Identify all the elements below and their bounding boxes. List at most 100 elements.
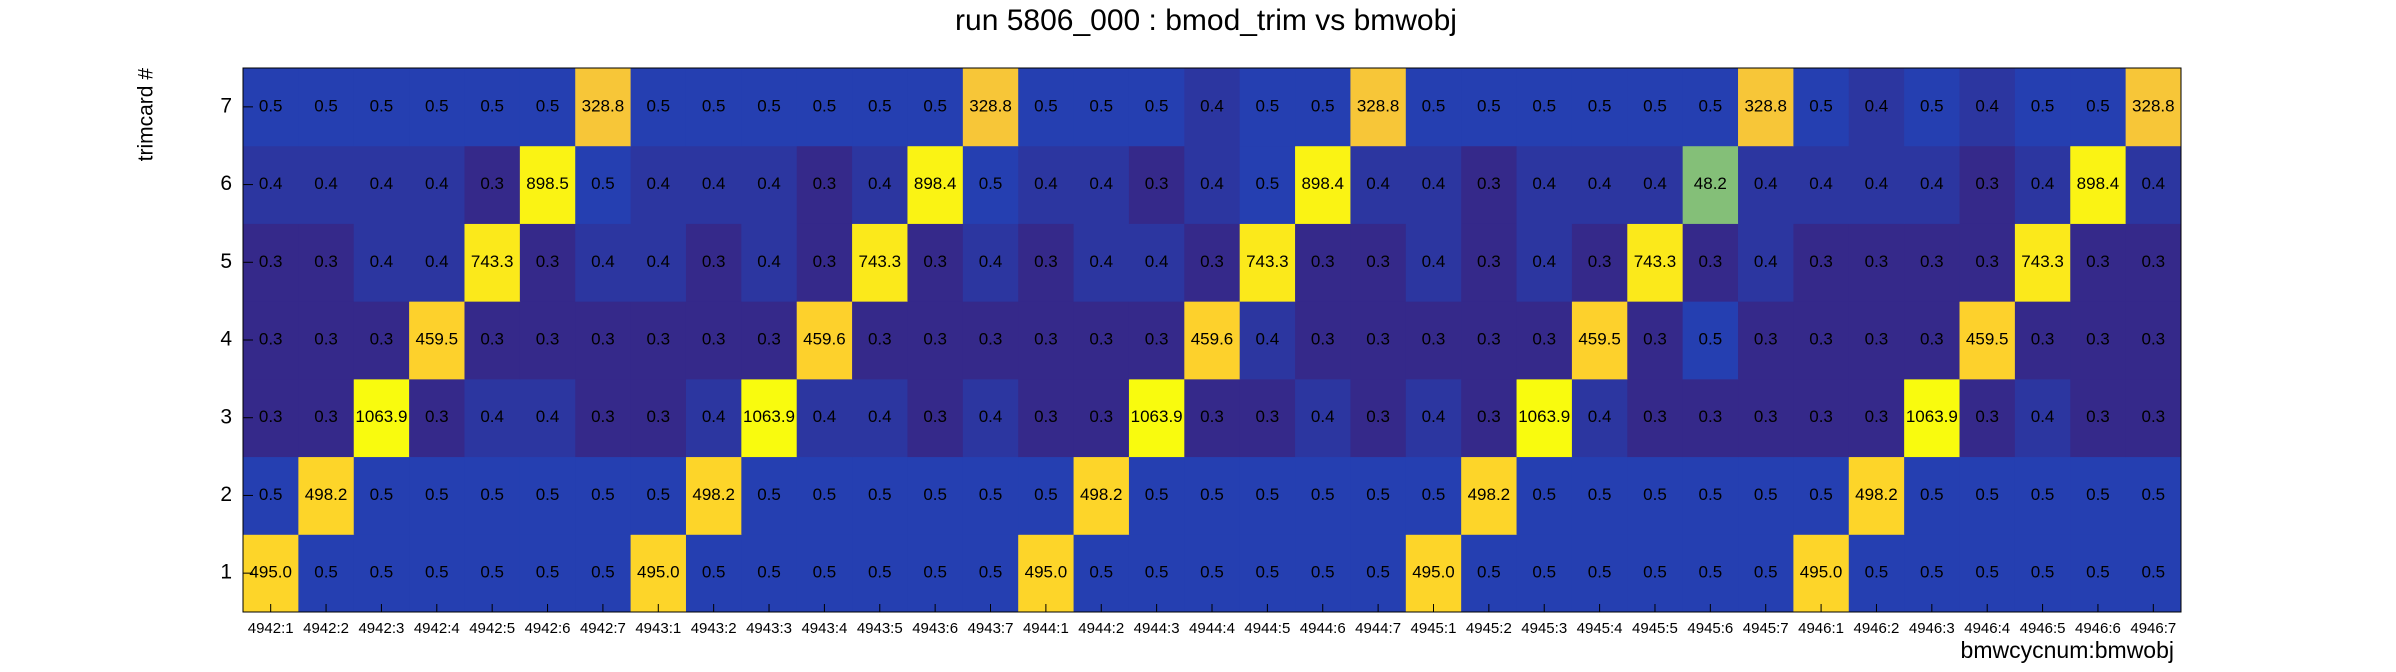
cell-label: 0.3: [480, 329, 504, 348]
cell-label: 0.5: [1532, 96, 1556, 115]
cell-label: 1063.9: [1518, 407, 1570, 426]
heatmap-cell: [796, 223, 853, 302]
cell-label: 0.5: [1699, 96, 1723, 115]
x-tick-label: 4944:6: [1300, 620, 1346, 637]
cell-label: 0.3: [1366, 407, 1390, 426]
heatmap-cell: [1904, 301, 1961, 380]
cell-label: 459.5: [1966, 329, 2009, 348]
heatmap-cell: [2014, 534, 2071, 613]
cell-label: 0.4: [868, 174, 892, 193]
cell-label: 0.4: [1089, 252, 1113, 271]
cell-label: 0.3: [923, 329, 947, 348]
cell-label: 328.8: [2132, 96, 2175, 115]
cell-label: 0.5: [314, 563, 338, 582]
heatmap-cell: [685, 301, 742, 380]
cell-label: 0.5: [1422, 96, 1446, 115]
heatmap-cell: [2014, 68, 2071, 147]
cell-label: 0.4: [1200, 96, 1224, 115]
cell-label: 0.5: [536, 485, 560, 504]
cell-label: 498.2: [305, 485, 348, 504]
cell-label: 0.3: [1809, 407, 1833, 426]
heatmap-cell: [1128, 378, 1185, 458]
cell-label: 743.3: [471, 252, 514, 271]
heatmap-cell: [2125, 223, 2182, 302]
heatmap-cell: [1738, 378, 1794, 458]
heatmap-cell: [1904, 534, 1961, 613]
cell-label: 498.2: [692, 485, 735, 504]
heatmap-cell: [630, 223, 687, 302]
heatmap-cell: [298, 223, 355, 302]
cell-label: 0.5: [1256, 174, 1280, 193]
heatmap-cell: [2014, 378, 2071, 458]
heatmap-cell: [1738, 534, 1794, 613]
cell-label: 0.3: [370, 329, 394, 348]
heatmap-cell: [1959, 301, 2016, 380]
cell-label: 743.3: [1634, 252, 1677, 271]
x-tick-label: 4944:5: [1244, 620, 1290, 637]
heatmap-cell: [685, 534, 742, 613]
cell-label: 0.3: [646, 407, 670, 426]
cell-label: 0.3: [813, 252, 837, 271]
heatmap-cell: [464, 145, 521, 224]
cell-label: 0.4: [702, 174, 726, 193]
heatmap-cell: [1516, 378, 1573, 458]
cell-label: 0.4: [1311, 407, 1335, 426]
cell-label: 0.3: [2141, 252, 2165, 271]
heatmap-cell: [298, 456, 355, 535]
cell-label: 0.5: [536, 96, 560, 115]
cell-label: 0.3: [1975, 174, 1999, 193]
x-tick-label: 4942:5: [469, 620, 515, 637]
x-tick-label: 4945:3: [1521, 620, 1567, 637]
cell-label: 0.5: [591, 563, 615, 582]
heatmap-cell: [1682, 534, 1739, 613]
cell-label: 0.5: [979, 563, 1003, 582]
heatmap-cell: [1018, 456, 1075, 535]
heatmap-cell: [1073, 301, 1130, 380]
heatmap-cell: [1904, 223, 1961, 302]
heatmap-cell: [852, 145, 908, 224]
cell-label: 0.3: [646, 329, 670, 348]
cell-label: 0.3: [1975, 407, 1999, 426]
heatmap-cell: [1128, 534, 1185, 613]
heatmap-cell: [1128, 223, 1185, 302]
heatmap-cell: [2070, 301, 2127, 380]
cell-label: 898.4: [1301, 174, 1344, 193]
cell-label: 1063.9: [1906, 407, 1958, 426]
cell-label: 0.5: [2141, 485, 2165, 504]
heatmap-cell: [1682, 301, 1739, 380]
heatmap-cell: [630, 378, 687, 458]
heatmap-cell: [1018, 301, 1075, 380]
heatmap-cell: [1184, 456, 1241, 535]
cell-label: 328.8: [969, 96, 1012, 115]
heatmap-cell: [1848, 378, 1905, 458]
heatmap-cell: [1627, 68, 1684, 147]
heatmap-cell: [1738, 68, 1794, 147]
cell-label: 0.5: [1699, 329, 1723, 348]
heatmap-cell: [796, 534, 853, 613]
cell-label: 898.4: [914, 174, 957, 193]
cell-label: 0.3: [1089, 329, 1113, 348]
cell-label: 0.3: [1477, 252, 1501, 271]
heatmap-cell: [1405, 145, 1462, 224]
cell-label: 0.3: [1865, 252, 1889, 271]
heatmap-cell: [1627, 301, 1684, 380]
heatmap-cell: [1405, 223, 1462, 302]
cell-label: 0.3: [314, 407, 338, 426]
heatmap-cell: [1073, 68, 1130, 147]
cell-label: 0.5: [868, 96, 892, 115]
heatmap-cell: [1793, 145, 1850, 224]
cell-label: 0.5: [370, 563, 394, 582]
cell-label: 0.4: [868, 407, 892, 426]
heatmap-cell: [1959, 223, 2016, 302]
heatmap-cell: [1571, 68, 1628, 147]
x-tick-label: 4942:3: [358, 620, 404, 637]
cell-label: 0.4: [1422, 252, 1446, 271]
cell-label: 0.5: [1809, 485, 1833, 504]
cell-label: 0.3: [1311, 329, 1335, 348]
heatmap-cell: [852, 68, 908, 147]
heatmap-cell: [685, 68, 742, 147]
cell-label: 495.0: [1412, 563, 1455, 582]
cell-label: 0.4: [1588, 407, 1612, 426]
cell-label: 0.3: [1865, 407, 1889, 426]
heatmap-cell: [519, 301, 576, 380]
